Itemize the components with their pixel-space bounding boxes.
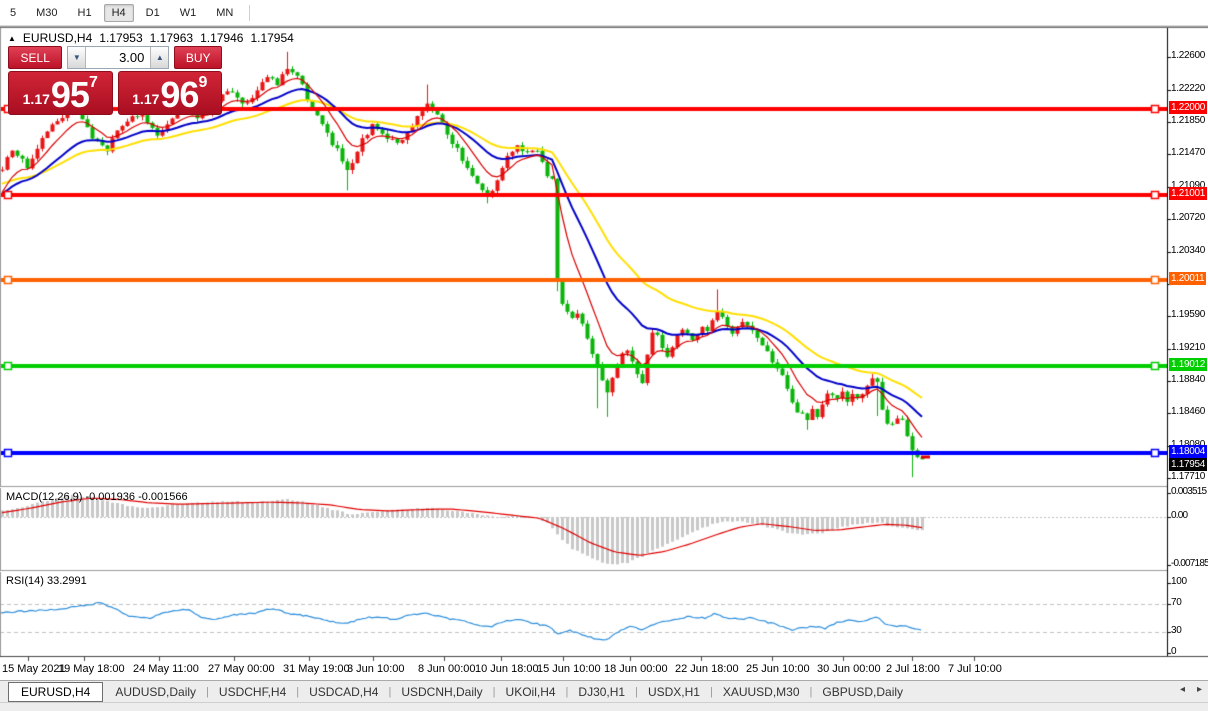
buy-button[interactable]: BUY	[174, 46, 222, 69]
buy-price-pip: 9	[198, 74, 208, 91]
date-axis-label: 3 Jun 10:00	[347, 663, 405, 675]
hline-price-tag: 1.18004	[1169, 445, 1208, 458]
tab-scroll-right-icon[interactable]: ▸	[1196, 684, 1202, 695]
date-axis-label: 7 Jul 10:00	[948, 663, 1002, 675]
sell-button[interactable]: SELL	[8, 46, 63, 69]
ohlc-low: 1.17946	[200, 31, 244, 45]
price-axis-label: 1.20340	[1171, 245, 1206, 256]
status-strip	[0, 702, 1208, 711]
timeframe-5[interactable]: 5	[10, 6, 17, 19]
tab-divider: |	[565, 686, 569, 698]
macd-axis-label: 0.003515	[1171, 486, 1207, 497]
macd-axis-label: -0.007185	[1171, 558, 1208, 569]
chart-tab-usdcad-h4[interactable]: USDCAD,H4	[309, 685, 379, 699]
chart-header: ▲ EURUSD,H4 1.17953 1.17963 1.17946 1.17…	[8, 31, 294, 45]
symbol-period-label: EURUSD,H4	[22, 31, 93, 45]
one-click-trading-widget: SELL ▼ ▲ BUY 1.17 95 7 1.17 96 9	[8, 46, 222, 115]
price-axis-label: 1.21470	[1171, 147, 1206, 158]
chart-tab-gbpusd-daily[interactable]: GBPUSD,Daily	[822, 685, 904, 699]
price-axis-label: 1.20720	[1171, 212, 1206, 223]
ohlc-high: 1.17963	[149, 31, 194, 45]
sell-price-pip: 7	[88, 74, 98, 91]
chart-tab-xauusd-m30[interactable]: XAUUSD,M30	[722, 685, 800, 699]
date-axis-label: 19 May 18:00	[58, 663, 125, 675]
tab-divider: |	[635, 686, 638, 698]
chart-tab-usdcnh-daily[interactable]: USDCNH,Daily	[401, 685, 483, 699]
price-axis-label: 1.22600	[1171, 50, 1206, 61]
buy-price-big: 96	[160, 74, 199, 115]
timeframe-mn[interactable]: MN	[216, 6, 234, 19]
tab-divider: |	[206, 686, 209, 698]
date-axis-label: 2 Jul 18:00	[886, 663, 940, 675]
price-axis-label: 1.21090	[1171, 180, 1206, 191]
sell-price-panel[interactable]: 1.17 95 7	[8, 71, 113, 115]
timeframe-h1[interactable]: H1	[77, 6, 92, 19]
chart-tab-dj30-h1[interactable]: DJ30,H1	[578, 685, 626, 699]
ohlc-open: 1.17953	[99, 31, 143, 45]
tab-divider: |	[388, 686, 392, 698]
timeframe-toolbar: 5 M30 H1 H4 D1 W1 MN	[0, 0, 1208, 26]
rsi-indicator-label: RSI(14) 33.2991	[6, 575, 87, 587]
price-axis-label: 1.19590	[1171, 309, 1206, 320]
price-axis-label: 1.18460	[1171, 406, 1206, 417]
volume-increase-icon[interactable]: ▲	[150, 47, 169, 68]
volume-input[interactable]	[86, 47, 151, 68]
date-axis-label: 18 Jun 00:00	[604, 663, 668, 675]
collapse-panel-icon[interactable]: ▲	[8, 33, 16, 43]
tab-divider: |	[492, 686, 496, 698]
sell-price-prefix: 1.17	[22, 91, 50, 107]
hline-price-tag: 1.22000	[1169, 101, 1208, 114]
tab-scroll-left-icon[interactable]: ◂	[1179, 684, 1185, 695]
tab-scroll-nav: ◂ ▸	[1180, 684, 1202, 695]
chart-tab-usdchf-h4[interactable]: USDCHF,H4	[218, 685, 287, 699]
volume-decrease-icon[interactable]: ▼	[68, 47, 87, 68]
price-axis-label: 1.22220	[1171, 83, 1206, 94]
ohlc-close: 1.17954	[250, 31, 294, 45]
buy-price-panel[interactable]: 1.17 96 9	[117, 71, 222, 115]
buy-price-prefix: 1.17	[132, 91, 160, 107]
hline-price-tag: 1.19012	[1169, 358, 1208, 371]
date-axis-label: 24 May 11:00	[133, 663, 199, 675]
date-axis-label: 25 Jun 10:00	[746, 663, 810, 675]
toolbar-separator	[249, 4, 251, 21]
chart-tab-usdx-h1[interactable]: USDX,H1	[647, 685, 700, 699]
current-price-tag: 1.17954	[1169, 458, 1208, 471]
date-axis-label: 22 Jun 18:00	[675, 663, 739, 675]
timeframe-h4[interactable]: H4	[103, 3, 134, 22]
hline-price-tag: 1.20011	[1169, 272, 1207, 285]
chart-tab-audusd-daily[interactable]: AUDUSD,Daily	[115, 685, 197, 699]
sell-price-big: 95	[50, 74, 90, 115]
date-axis-label: 15 Jun 10:00	[537, 663, 601, 675]
rsi-axis-label: 100	[1171, 576, 1187, 587]
timeframe-d1[interactable]: D1	[145, 6, 160, 19]
price-axis-label: 1.18080	[1171, 439, 1205, 450]
macd-indicator-label: MACD(12,26,9) -0.001936 -0.001566	[6, 491, 188, 503]
tab-divider: |	[809, 686, 813, 698]
date-axis-label: 27 May 00:00	[208, 663, 275, 675]
price-axis-label: 1.19210	[1171, 342, 1206, 353]
date-axis-label: 30 Jun 00:00	[817, 663, 881, 675]
rsi-axis-label: 0	[1171, 646, 1177, 657]
chart-tab-eurusd-h4[interactable]: EURUSD,H4	[8, 682, 104, 702]
date-axis-label: 10 Jun 18:00	[475, 663, 539, 675]
price-axis-label: 1.18840	[1171, 374, 1206, 385]
rsi-axis-label: 70	[1171, 597, 1182, 608]
timeframe-m30[interactable]: M30	[36, 6, 58, 19]
date-axis-label: 15 May 2021	[2, 663, 66, 675]
date-axis-label: 31 May 19:00	[283, 663, 350, 675]
chart-tab-bar: EURUSD,H4 AUDUSD,Daily | USDCHF,H4 | USDCAD,H…	[0, 680, 1208, 703]
macd-axis-label: 0.00	[1171, 510, 1188, 521]
price-axis-label: 1.21850	[1171, 115, 1206, 126]
volume-stepper: ▼ ▲	[67, 46, 170, 69]
timeframe-w1[interactable]: W1	[179, 6, 197, 19]
chart-tab-ukoil-h4[interactable]: UKOil,H4	[505, 685, 556, 699]
price-axis-label: 1.17710	[1171, 471, 1206, 482]
tab-divider: |	[296, 686, 300, 698]
rsi-axis-label: 30	[1171, 625, 1182, 636]
tab-divider: |	[709, 686, 713, 698]
date-axis-label: 8 Jun 00:00	[418, 663, 476, 675]
hline-price-tag: 1.21001	[1169, 187, 1208, 200]
